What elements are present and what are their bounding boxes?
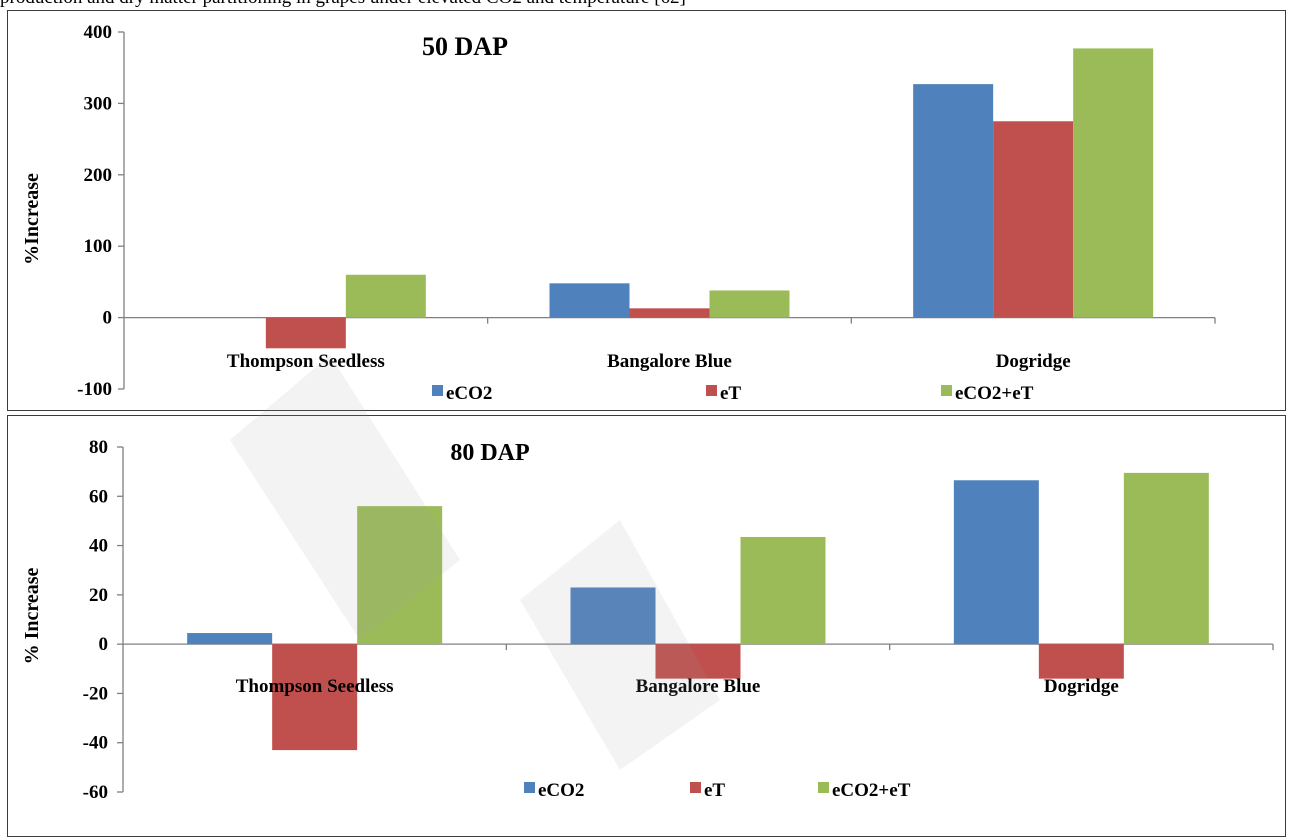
- c2-y-tick-label: -20: [83, 683, 108, 704]
- c2-bar-thompson-seedless-eco2: [187, 633, 273, 645]
- c2-legend-label-eco2: eCO2: [538, 780, 584, 801]
- c1-y-tick-label: 200: [84, 165, 113, 186]
- c2-y-tick-label: 0: [99, 634, 109, 655]
- c2-chart-title: 80 DAP: [450, 440, 529, 466]
- c1-bar-bangalore-blue-eco2: [549, 283, 630, 318]
- c1-category-label-thompson-seedless: Thompson Seedless: [227, 351, 385, 372]
- c2-y-tick-label: 40: [89, 536, 108, 557]
- c2-y-tick-label: 80: [89, 437, 108, 458]
- c1-bar-thompson-seedless-et: [265, 317, 346, 349]
- c2-bar-bangalore-blue-eco2: [570, 587, 656, 645]
- c2-legend-label-eco2-plus-et: eCO2+eT: [832, 780, 911, 801]
- c2-legend-swatch-et: [690, 782, 701, 793]
- c2-bar-dogridge-et: [1038, 644, 1124, 679]
- c1-legend-label-eco2-plus-et: eCO2+eT: [955, 383, 1034, 404]
- page-header-strip: production and dry matter partitioning i…: [0, 0, 1293, 10]
- c1-bar-dogridge-et: [993, 121, 1074, 318]
- c2-category-label-dogridge: Dogridge: [1044, 676, 1119, 697]
- c1-legend-label-et: eT: [720, 383, 741, 404]
- c1-legend-swatch-et: [706, 385, 717, 396]
- page-header-text: production and dry matter partitioning i…: [0, 0, 686, 9]
- c2-legend-swatch-eco2-plus-et: [818, 782, 829, 793]
- c2-y-tick-label: 60: [89, 486, 108, 507]
- c2-y-tick-label: 20: [89, 585, 108, 606]
- c2-bar-bangalore-blue-et: [655, 644, 741, 679]
- c2-legend-label-et: eT: [704, 780, 725, 801]
- c1-bar-bangalore-blue-et: [629, 308, 710, 318]
- c1-bar-dogridge-eco2: [913, 84, 994, 318]
- c1-chart-title: 50 DAP: [422, 32, 508, 61]
- c2-bar-dogridge-eco2-plus-et: [1123, 472, 1209, 645]
- chart-50-dap: -100 0 100 200 300 400 Thompson Seedless Bangal…: [7, 10, 1286, 411]
- c1-category-label-dogridge: Dogridge: [996, 351, 1071, 372]
- c1-y-tick-label: 0: [103, 308, 113, 329]
- c1-y-tick-label: 400: [84, 22, 113, 43]
- c2-category-label-thompson-seedless: Thompson Seedless: [236, 676, 394, 697]
- c2-bar-thompson-seedless-et: [272, 644, 358, 751]
- c1-bar-bangalore-blue-eco2-plus-et: [709, 290, 790, 318]
- c1-y-tick-label: 300: [84, 93, 113, 114]
- c1-bar-dogridge-eco2-plus-et: [1073, 48, 1154, 318]
- c1-y-tick-label: -100: [77, 379, 112, 400]
- c1-legend-swatch-eco2: [432, 385, 443, 396]
- c2-y-tick-label: -40: [83, 733, 108, 754]
- c1-legend-swatch-eco2-plus-et: [941, 385, 952, 396]
- c1-legend-label-eco2: eCO2: [446, 383, 492, 404]
- chart-80-dap: -60 -40 -20 0 20 40 60 80 Thompson Seedless Banga…: [7, 415, 1286, 837]
- c2-y-axis-label: % Increase: [21, 567, 43, 664]
- c2-category-label-bangalore-blue: Bangalore Blue: [636, 676, 761, 697]
- c2-legend-swatch-eco2: [524, 782, 535, 793]
- chart-80-dap-svg: -60 -40 -20 0 20 40 60 80 Thompson Seedless Banga…: [21, 437, 1274, 803]
- chart-50-dap-svg: -100 0 100 200 300 400 Thompson Seedless Bangal…: [21, 22, 1216, 404]
- c2-bar-dogridge-eco2: [953, 480, 1039, 645]
- c2-y-tick-label: -60: [83, 782, 108, 803]
- c1-category-label-bangalore-blue: Bangalore Blue: [607, 351, 732, 372]
- c1-bar-thompson-seedless-eco2-plus-et: [345, 274, 426, 318]
- c1-y-axis-label: %Increase: [21, 173, 43, 265]
- c1-y-tick-label: 100: [84, 236, 113, 257]
- c2-bar-bangalore-blue-eco2-plus-et: [740, 536, 826, 645]
- c2-bar-thompson-seedless-eco2-plus-et: [357, 506, 443, 645]
